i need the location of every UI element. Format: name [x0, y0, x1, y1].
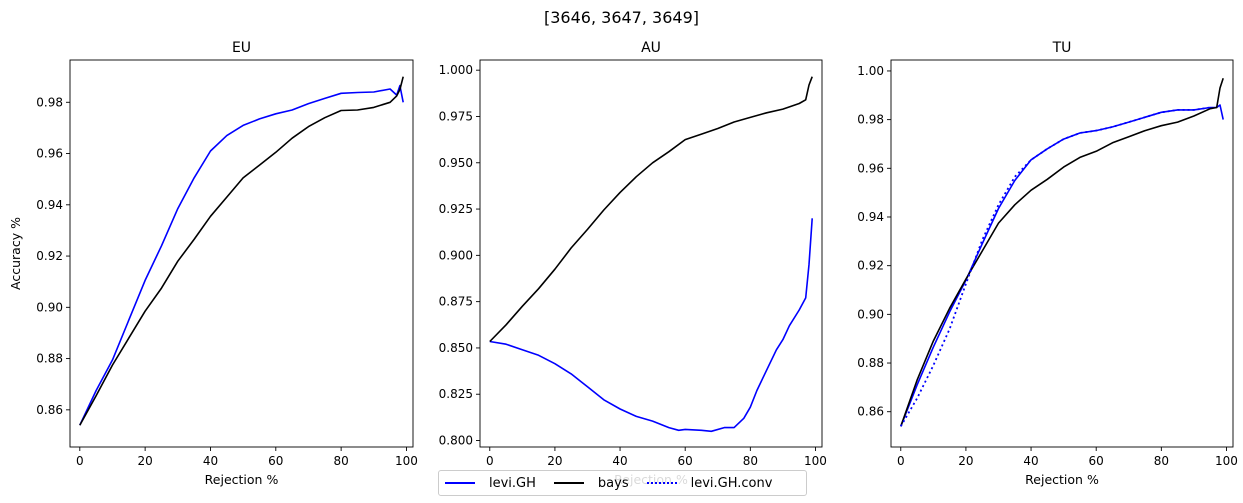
au-xtick-label-60: 60	[678, 454, 693, 468]
eu-ytick-label-6: 0.98	[36, 95, 63, 109]
au-xtick-label-0: 0	[486, 454, 494, 468]
eu-series-bays	[79, 76, 404, 426]
eu-axes-frame	[69, 59, 414, 448]
tu-x-axis-label: Rejection %	[1025, 472, 1099, 487]
eu-x-axis-label: Rejection %	[205, 472, 279, 487]
tu-panel-title: TU	[1052, 40, 1072, 56]
tu-xtick-label-0: 0	[897, 454, 905, 468]
au-ytick-label-1: 0.825	[439, 387, 473, 401]
au-ytick-label-5: 0.925	[439, 202, 473, 216]
au-xtick-label-20: 20	[547, 454, 562, 468]
tu-axes-frame	[890, 59, 1234, 448]
eu-ytick-label-0: 0.86	[36, 403, 63, 417]
tu-xtick-label-80: 80	[1154, 454, 1169, 468]
tu-ytick-label-1: 0.88	[857, 356, 884, 370]
eu-ytick-label-1: 0.88	[36, 352, 63, 366]
au-ytick-label-2: 0.850	[439, 341, 473, 355]
eu-ytick-label-5: 0.96	[36, 147, 63, 161]
tu-ytick-label-7: 1.00	[857, 64, 884, 78]
legend: levi.GH bays levi.GH.conv	[438, 470, 807, 496]
eu-y-axis-label: Accuracy %	[8, 217, 23, 290]
au-panel-title: AU	[641, 40, 661, 56]
eu-series-levi-gh	[79, 84, 404, 426]
tu-xtick-label-100: 100	[1215, 454, 1238, 468]
tu-xtick-label-60: 60	[1089, 454, 1104, 468]
au-ytick-label-3: 0.875	[439, 295, 473, 309]
au-ytick-label-6: 0.950	[439, 156, 473, 170]
eu-ytick-label-2: 0.90	[36, 300, 63, 314]
legend-swatch-bays	[553, 482, 584, 484]
au-ytick-label-4: 0.900	[439, 248, 473, 262]
legend-label-levi-gh-conv: levi.GH.conv	[690, 475, 773, 491]
au-series-bays	[489, 76, 813, 343]
au-xtick-label-80: 80	[743, 454, 758, 468]
tu-ytick-label-6: 0.98	[857, 113, 884, 127]
tu-series-bays	[900, 78, 1224, 427]
tu-ytick-label-3: 0.92	[857, 259, 884, 273]
eu-xtick-label-80: 80	[333, 454, 348, 468]
legend-item-levi-gh: levi.GH	[445, 476, 536, 491]
tu-ytick-label-0: 0.86	[857, 405, 884, 419]
tu-xtick-label-20: 20	[958, 454, 973, 468]
tu-series-levi-gh	[900, 104, 1224, 427]
legend-swatch-levi-gh	[445, 482, 475, 484]
au-axes-frame	[479, 59, 823, 448]
legend-label-bays: bays	[597, 475, 629, 491]
eu-xtick-label-40: 40	[203, 454, 218, 468]
tu-xtick-label-40: 40	[1023, 454, 1038, 468]
eu-ytick-label-3: 0.92	[36, 249, 63, 263]
eu-panel-title: EU	[232, 40, 251, 56]
legend-label-levi-gh: levi.GH	[489, 475, 536, 491]
tu-ytick-label-4: 0.94	[857, 210, 884, 224]
au-series-levi-gh	[489, 218, 813, 433]
au-ytick-label-8: 1.000	[439, 63, 473, 77]
legend-item-bays: bays	[553, 475, 629, 491]
tu-series-levi-gh-conv	[900, 106, 1211, 427]
legend-swatch-levi-gh-conv	[646, 482, 677, 484]
eu-ytick-label-4: 0.94	[36, 198, 63, 212]
tu-ytick-label-2: 0.90	[857, 307, 884, 321]
legend-item-levi-gh-conv: levi.GH.conv	[646, 475, 773, 491]
au-xtick-label-40: 40	[612, 454, 627, 468]
au-ytick-label-0: 0.800	[439, 434, 473, 448]
eu-xtick-label-100: 100	[395, 454, 418, 468]
eu-xtick-label-20: 20	[137, 454, 152, 468]
eu-xtick-label-0: 0	[76, 454, 84, 468]
au-ytick-label-7: 0.975	[439, 109, 473, 123]
au-xtick-label-100: 100	[804, 454, 827, 468]
figure-suptitle: [3646, 3647, 3649]	[544, 8, 699, 27]
tu-ytick-label-5: 0.96	[857, 161, 884, 175]
eu-xtick-label-60: 60	[268, 454, 283, 468]
